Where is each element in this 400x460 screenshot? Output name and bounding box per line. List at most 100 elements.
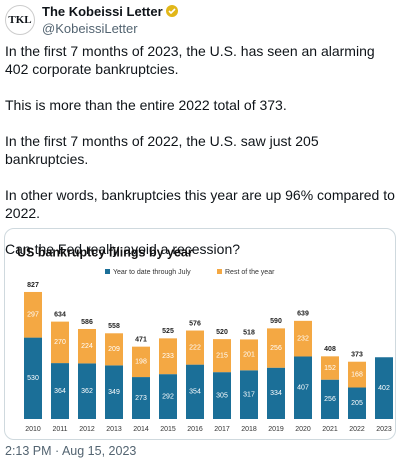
chart-card: US bankruptcy filings by year Year to da…: [4, 228, 396, 440]
x-tick-label: 2016: [187, 426, 203, 433]
segment-label: 354: [189, 389, 201, 396]
segment-label: 349: [108, 389, 120, 396]
segment-label: 273: [135, 395, 147, 402]
total-label: 520: [216, 329, 228, 336]
bar-segment: [267, 328, 285, 368]
total-label: 639: [297, 311, 309, 318]
total-label: 590: [270, 318, 282, 325]
segment-label: 201: [243, 352, 255, 359]
bar-segment: [267, 367, 285, 419]
segment-label: 232: [297, 336, 309, 343]
bar-segment: [213, 372, 231, 419]
tweet-paragraph: Can the Fed really avoid a recession?: [5, 241, 241, 257]
bar-segment: [105, 333, 123, 366]
segment-label: 270: [54, 339, 66, 346]
total-label: 827: [27, 282, 39, 289]
segment-label: 292: [162, 393, 174, 400]
tweet-paragraph: This is more than the entire 2022 total …: [5, 97, 287, 113]
bar-segment: [375, 357, 393, 419]
legend-swatch: [217, 269, 222, 274]
total-label: 471: [135, 336, 147, 343]
x-tick-label: 2012: [79, 426, 95, 433]
x-tick-label: 2019: [268, 426, 284, 433]
bar-segment: [294, 320, 312, 357]
total-label: 525: [162, 328, 174, 335]
total-label: 634: [54, 311, 66, 318]
bar-segment: [105, 365, 123, 419]
bar-segment: [213, 339, 231, 373]
bar-segment: [159, 338, 177, 375]
segment-label: 362: [81, 388, 93, 395]
segment-label: 530: [27, 375, 39, 382]
tweet-paragraph: In other words, bankruptcies this year a…: [5, 187, 395, 221]
bar-segment: [294, 356, 312, 419]
x-tick-label: 2015: [160, 426, 176, 433]
legend-swatch: [105, 269, 110, 274]
tweet-paragraph: In the first 7 months of 2022, the U.S. …: [5, 133, 319, 167]
total-label: 518: [243, 329, 255, 336]
avatar[interactable]: TKL: [5, 5, 35, 35]
x-tick-label: 2013: [106, 426, 122, 433]
segment-label: 297: [27, 312, 39, 319]
segment-label: 215: [216, 352, 228, 359]
bar-segment: [51, 363, 69, 419]
segment-label: 233: [162, 353, 174, 360]
bar-segment: [321, 379, 339, 419]
segment-label: 205: [351, 400, 363, 407]
bar-segment: [186, 330, 204, 365]
segment-label: 222: [189, 344, 201, 351]
x-tick-label: 2018: [241, 426, 257, 433]
segment-label: 317: [243, 391, 255, 398]
legend-label: Rest of the year: [225, 269, 275, 276]
bar-segment: [78, 363, 96, 419]
chart: US bankruptcy filings by year Year to da…: [17, 245, 393, 433]
chart-title: US bankruptcy filings by year: [17, 245, 193, 259]
segment-label: 407: [297, 385, 309, 392]
bar-segment: [348, 361, 366, 388]
bar-segment: [240, 370, 258, 419]
x-tick-label: 2017: [214, 426, 230, 433]
verified-badge: [166, 5, 178, 17]
x-tick-label: 2021: [322, 426, 338, 433]
x-tick-label: 2011: [52, 426, 67, 433]
bar-segment: [348, 387, 366, 419]
bar-segment: [132, 346, 150, 378]
segment-label: 224: [81, 343, 93, 350]
total-label: 586: [81, 319, 93, 326]
tweet-paragraph: In the first 7 months of 2023, the U.S. …: [5, 43, 375, 77]
author-handle[interactable]: @KobeissiLetter: [42, 21, 138, 36]
segment-label: 168: [351, 371, 363, 378]
x-tick-label: 2023: [376, 426, 392, 433]
bar-segment: [24, 291, 42, 338]
segment-label: 402: [378, 385, 390, 392]
bar-segment: [321, 356, 339, 380]
segment-label: 334: [270, 390, 282, 397]
x-tick-label: 2020: [295, 426, 311, 433]
segment-label: 198: [135, 359, 147, 366]
total-label: 576: [189, 320, 201, 327]
bar-segment: [51, 321, 69, 364]
total-label: 373: [351, 352, 363, 359]
author-name[interactable]: The Kobeissi Letter: [42, 4, 163, 19]
timestamp[interactable]: 2:13 PM · Aug 15, 2023: [5, 444, 137, 458]
bar-segment: [186, 364, 204, 419]
bar-segment: [132, 377, 150, 419]
bar-segment: [24, 337, 42, 419]
segment-label: 256: [270, 345, 282, 352]
segment-label: 256: [324, 396, 336, 403]
segment-label: 209: [108, 346, 120, 353]
segment-label: 364: [54, 388, 66, 395]
bar-segment: [159, 374, 177, 419]
bar-segment: [78, 328, 96, 364]
bar-segment: [240, 339, 258, 371]
x-tick-label: 2022: [349, 426, 365, 433]
segment-label: 305: [216, 392, 228, 399]
x-tick-label: 2014: [133, 426, 149, 433]
x-tick-label: 2010: [25, 426, 41, 433]
tweet-text: In the first 7 months of 2023, the U.S. …: [5, 42, 397, 276]
total-label: 408: [324, 346, 336, 353]
segment-label: 152: [324, 365, 336, 372]
legend-label: Year to date through July: [113, 269, 191, 276]
total-label: 558: [108, 323, 120, 330]
